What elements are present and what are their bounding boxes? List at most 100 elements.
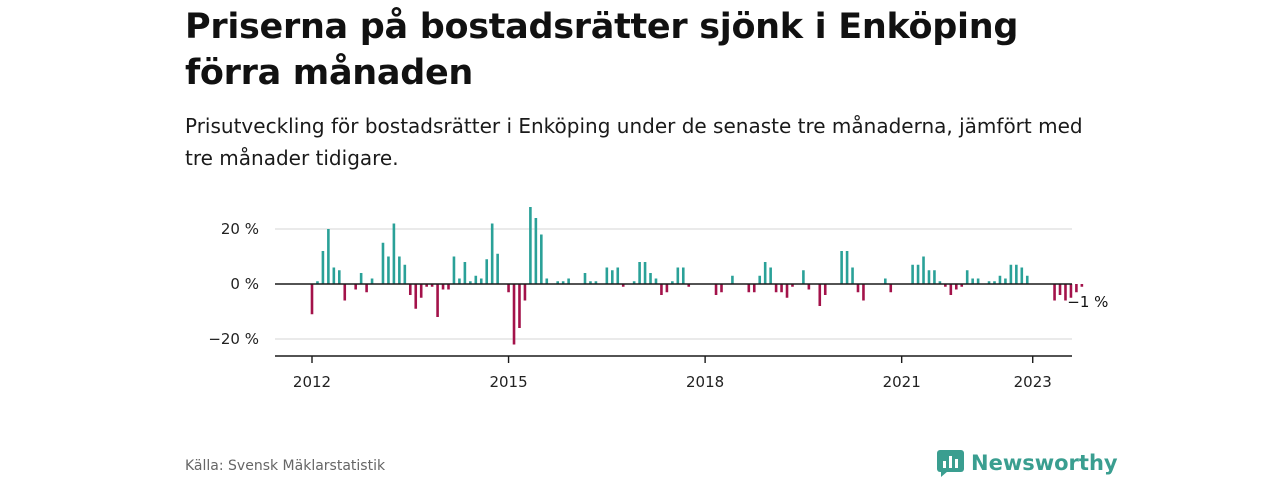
bar bbox=[556, 281, 559, 284]
grid-lines bbox=[275, 228, 1072, 340]
bar bbox=[1020, 267, 1024, 284]
bar bbox=[938, 281, 942, 284]
bar bbox=[944, 284, 947, 287]
bar bbox=[540, 234, 543, 284]
bar bbox=[752, 284, 756, 293]
bar bbox=[485, 259, 489, 284]
bar bbox=[338, 270, 341, 284]
bar bbox=[681, 267, 685, 284]
bar bbox=[862, 284, 865, 301]
bar bbox=[425, 284, 428, 287]
bar bbox=[889, 284, 893, 293]
bar bbox=[387, 256, 390, 284]
bar bbox=[1004, 278, 1007, 284]
brand-name: Newsworthy bbox=[971, 451, 1118, 475]
bar bbox=[479, 278, 483, 284]
x-tick-label: 2012 bbox=[293, 373, 331, 391]
bar bbox=[987, 281, 991, 284]
bar bbox=[916, 264, 920, 284]
bar bbox=[529, 207, 532, 284]
bar bbox=[463, 262, 467, 284]
bar bbox=[954, 284, 958, 290]
bar bbox=[365, 284, 368, 293]
bar bbox=[1075, 284, 1078, 293]
bar bbox=[922, 256, 925, 284]
bar bbox=[949, 284, 953, 295]
bar bbox=[398, 256, 401, 284]
bar bbox=[518, 284, 521, 328]
bar bbox=[643, 262, 647, 284]
bar bbox=[441, 284, 445, 290]
bar bbox=[414, 284, 418, 309]
bar bbox=[671, 281, 674, 284]
bar bbox=[534, 218, 538, 284]
bar bbox=[660, 284, 663, 295]
bar bbox=[785, 284, 789, 298]
bar bbox=[616, 267, 620, 284]
bar bbox=[321, 251, 325, 284]
bar bbox=[933, 270, 936, 284]
bar bbox=[1009, 264, 1013, 284]
bar bbox=[769, 267, 772, 284]
bar bbox=[638, 262, 641, 284]
bar bbox=[343, 284, 347, 301]
bar bbox=[408, 284, 412, 295]
bar bbox=[545, 278, 549, 284]
bar bbox=[632, 281, 636, 284]
bar bbox=[818, 284, 822, 306]
bar bbox=[490, 223, 494, 284]
bar bbox=[310, 284, 314, 315]
bar bbox=[823, 284, 827, 295]
bar bbox=[1064, 284, 1067, 301]
bar bbox=[911, 264, 914, 284]
bar bbox=[419, 284, 423, 298]
bar bbox=[507, 284, 510, 293]
bar bbox=[458, 278, 461, 284]
bar bbox=[649, 273, 652, 284]
bar bbox=[621, 284, 625, 287]
bar bbox=[561, 281, 565, 284]
x-tick-label: 2023 bbox=[1014, 373, 1052, 391]
bar bbox=[845, 251, 849, 284]
y-tick-label: 0 % bbox=[230, 275, 259, 293]
chart-subtitle: Prisutveckling för bostadsrätter i Enköp… bbox=[185, 114, 1083, 170]
bar bbox=[840, 251, 843, 284]
bar bbox=[851, 267, 854, 284]
bar bbox=[714, 284, 718, 295]
bar bbox=[884, 278, 887, 284]
bar bbox=[976, 278, 980, 284]
bar bbox=[452, 256, 456, 284]
newsworthy-logo-icon bbox=[937, 449, 964, 477]
bar bbox=[589, 281, 592, 284]
bar bbox=[430, 284, 434, 287]
bar bbox=[523, 284, 527, 301]
bar bbox=[1053, 284, 1056, 301]
bar bbox=[512, 284, 516, 345]
bar bbox=[392, 223, 396, 284]
bar bbox=[665, 284, 669, 293]
x-tick-label: 2015 bbox=[489, 373, 527, 391]
bar bbox=[354, 284, 357, 290]
y-axis: 20 % 0 % −20 % bbox=[208, 220, 259, 348]
bar bbox=[965, 270, 969, 284]
bar bbox=[567, 278, 570, 284]
bar bbox=[1015, 264, 1018, 284]
bar bbox=[327, 229, 330, 284]
brand-logo: Newsworthy bbox=[937, 448, 1118, 478]
x-axis-ticks: 2012 2015 2018 2021 2023 bbox=[293, 356, 1052, 391]
source-note: Källa: Svensk Mäklarstatistik bbox=[185, 458, 386, 474]
bar bbox=[332, 267, 336, 284]
bar bbox=[611, 270, 614, 284]
bar bbox=[654, 278, 658, 284]
bar bbox=[594, 281, 598, 284]
bar bbox=[676, 267, 680, 284]
bar bbox=[316, 281, 319, 284]
last-value-label: −1 % bbox=[1067, 293, 1108, 311]
bar bbox=[583, 273, 587, 284]
bar bbox=[403, 264, 407, 284]
bar bbox=[758, 275, 762, 284]
bar bbox=[747, 284, 751, 293]
bar bbox=[998, 275, 1002, 284]
chart-title: Priserna på bostadsrätter sjönk i Enköpi… bbox=[185, 7, 1019, 93]
bar bbox=[802, 270, 805, 284]
